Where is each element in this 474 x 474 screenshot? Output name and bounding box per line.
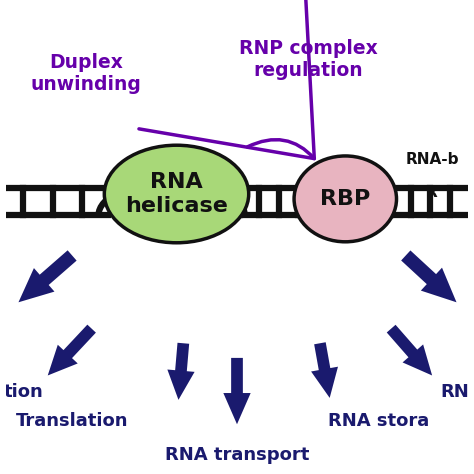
Text: RNA
helicase: RNA helicase [125, 173, 228, 216]
FancyArrow shape [387, 325, 432, 375]
FancyArrow shape [18, 250, 77, 302]
FancyArrow shape [167, 343, 195, 400]
Text: RNA stora: RNA stora [328, 412, 429, 430]
Text: RNA transport: RNA transport [165, 447, 309, 465]
Text: Translation: Translation [16, 412, 128, 430]
Text: RNP complex
regulation: RNP complex regulation [239, 39, 378, 80]
Text: Duplex
unwinding: Duplex unwinding [30, 53, 141, 93]
Text: RNA-b: RNA-b [406, 152, 459, 167]
Ellipse shape [294, 156, 397, 242]
Text: RNA: RNA [440, 383, 474, 401]
FancyArrow shape [223, 358, 251, 424]
Text: RBP: RBP [320, 189, 370, 209]
Text: tion: tion [4, 383, 44, 401]
FancyArrow shape [48, 325, 96, 375]
FancyArrow shape [401, 250, 456, 302]
Text: R: R [425, 184, 437, 200]
Ellipse shape [104, 145, 249, 243]
FancyArrow shape [311, 342, 338, 398]
